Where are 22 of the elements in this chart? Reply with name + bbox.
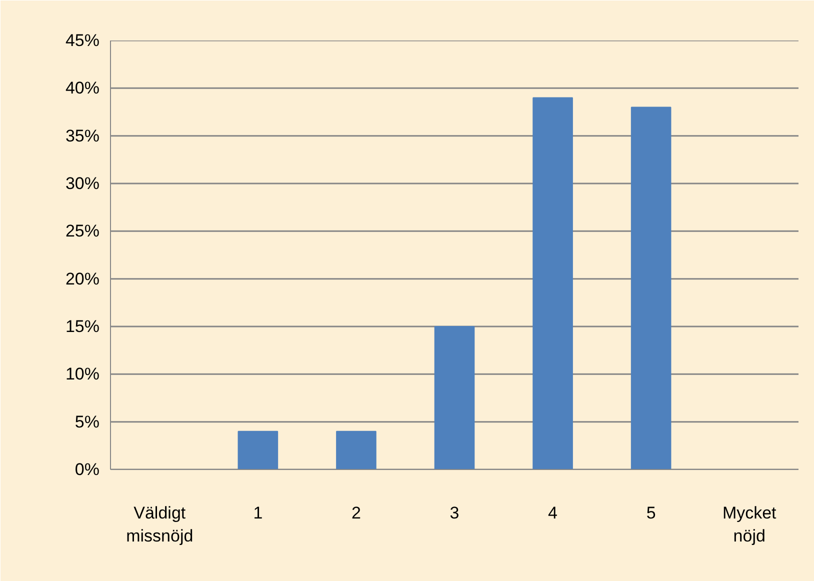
x-tick-label: 1: [253, 504, 263, 522]
x-tick-label: 5: [646, 504, 656, 522]
y-tick-label: 35%: [65, 126, 100, 146]
y-tick-label: 0%: [74, 460, 100, 479]
bar: [434, 326, 475, 470]
y-tick-label: 5%: [74, 412, 100, 432]
x-tick-label: 2: [351, 504, 361, 522]
y-tick-label: 10%: [65, 364, 100, 384]
y-tick-label: 45%: [65, 31, 100, 50]
x-tick-label: Väldigt missnöjd: [126, 504, 194, 546]
y-tick-label: 30%: [65, 174, 100, 193]
y-tick-label: 25%: [65, 222, 100, 241]
x-tick-label: Mycket nöjd: [722, 504, 777, 546]
bar: [630, 106, 672, 470]
y-tick-label: 20%: [65, 269, 100, 288]
bar: [336, 430, 376, 470]
y-tick-label: 40%: [65, 78, 100, 98]
y-tick-label: 15%: [65, 317, 100, 336]
bar: [238, 430, 278, 470]
x-tick-label: 4: [548, 504, 558, 522]
x-tick-label: 3: [450, 504, 460, 522]
bar: [532, 97, 573, 470]
